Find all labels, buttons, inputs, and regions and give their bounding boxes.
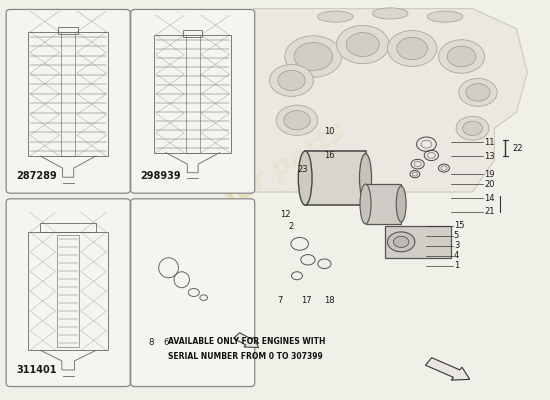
Bar xyxy=(61,32,75,156)
Bar xyxy=(305,151,366,205)
Bar xyxy=(57,235,79,347)
Text: 23: 23 xyxy=(297,165,307,174)
Circle shape xyxy=(285,36,342,77)
FancyArrow shape xyxy=(426,358,470,380)
Circle shape xyxy=(270,64,314,96)
Circle shape xyxy=(387,232,415,252)
Circle shape xyxy=(337,26,389,64)
Circle shape xyxy=(387,30,437,66)
Text: 3: 3 xyxy=(454,241,459,250)
Circle shape xyxy=(294,42,333,70)
Bar xyxy=(384,226,450,258)
Circle shape xyxy=(393,236,409,248)
FancyArrow shape xyxy=(234,333,258,348)
Text: 18: 18 xyxy=(324,296,335,305)
Text: 17: 17 xyxy=(301,296,312,305)
Bar xyxy=(40,223,96,232)
Text: 21: 21 xyxy=(484,208,494,216)
Circle shape xyxy=(276,105,318,136)
Text: 16: 16 xyxy=(324,151,335,160)
Text: 22: 22 xyxy=(512,144,522,153)
Text: 11: 11 xyxy=(484,138,494,147)
Text: 287289: 287289 xyxy=(16,171,57,181)
Ellipse shape xyxy=(396,186,406,222)
Text: SERIAL NUMBER FROM 0 TO 307399: SERIAL NUMBER FROM 0 TO 307399 xyxy=(168,352,323,362)
FancyBboxPatch shape xyxy=(6,10,130,193)
Text: 14: 14 xyxy=(484,194,494,202)
Bar xyxy=(366,184,401,224)
Circle shape xyxy=(463,121,482,136)
Circle shape xyxy=(459,78,497,106)
Text: passion for parts: passion for parts xyxy=(111,118,351,282)
Text: 12: 12 xyxy=(280,210,291,219)
Circle shape xyxy=(397,37,427,60)
Text: 2: 2 xyxy=(289,222,294,231)
Bar xyxy=(155,35,231,153)
Text: 6: 6 xyxy=(163,338,168,346)
Text: 5: 5 xyxy=(454,231,459,240)
FancyBboxPatch shape xyxy=(131,199,255,386)
FancyBboxPatch shape xyxy=(131,10,255,193)
Bar xyxy=(186,35,200,153)
Ellipse shape xyxy=(427,11,463,22)
Polygon shape xyxy=(253,9,527,192)
Circle shape xyxy=(456,116,489,140)
Circle shape xyxy=(447,46,476,67)
Ellipse shape xyxy=(317,11,353,22)
Text: 7: 7 xyxy=(278,296,283,305)
Text: 19: 19 xyxy=(484,170,494,178)
Text: 4: 4 xyxy=(454,251,459,260)
Circle shape xyxy=(284,111,310,130)
Bar xyxy=(29,32,108,156)
Text: 1: 1 xyxy=(454,261,459,270)
Ellipse shape xyxy=(360,184,371,224)
Ellipse shape xyxy=(372,8,408,19)
Text: 13: 13 xyxy=(484,152,494,161)
Text: 8: 8 xyxy=(149,338,154,346)
Text: 311401: 311401 xyxy=(16,364,57,374)
FancyBboxPatch shape xyxy=(6,199,130,386)
Ellipse shape xyxy=(360,154,372,202)
Bar xyxy=(183,30,202,37)
Text: 10: 10 xyxy=(324,127,335,136)
Ellipse shape xyxy=(298,151,312,205)
Text: 15: 15 xyxy=(454,222,464,230)
Text: 20: 20 xyxy=(484,180,494,188)
Text: AVAILABLE ONLY FOR ENGINES WITH: AVAILABLE ONLY FOR ENGINES WITH xyxy=(168,337,326,346)
Circle shape xyxy=(438,40,485,73)
Bar xyxy=(29,232,108,350)
Text: 298939: 298939 xyxy=(141,171,181,181)
Circle shape xyxy=(466,84,490,101)
Bar xyxy=(58,27,78,34)
Circle shape xyxy=(278,70,305,90)
Circle shape xyxy=(346,32,380,56)
